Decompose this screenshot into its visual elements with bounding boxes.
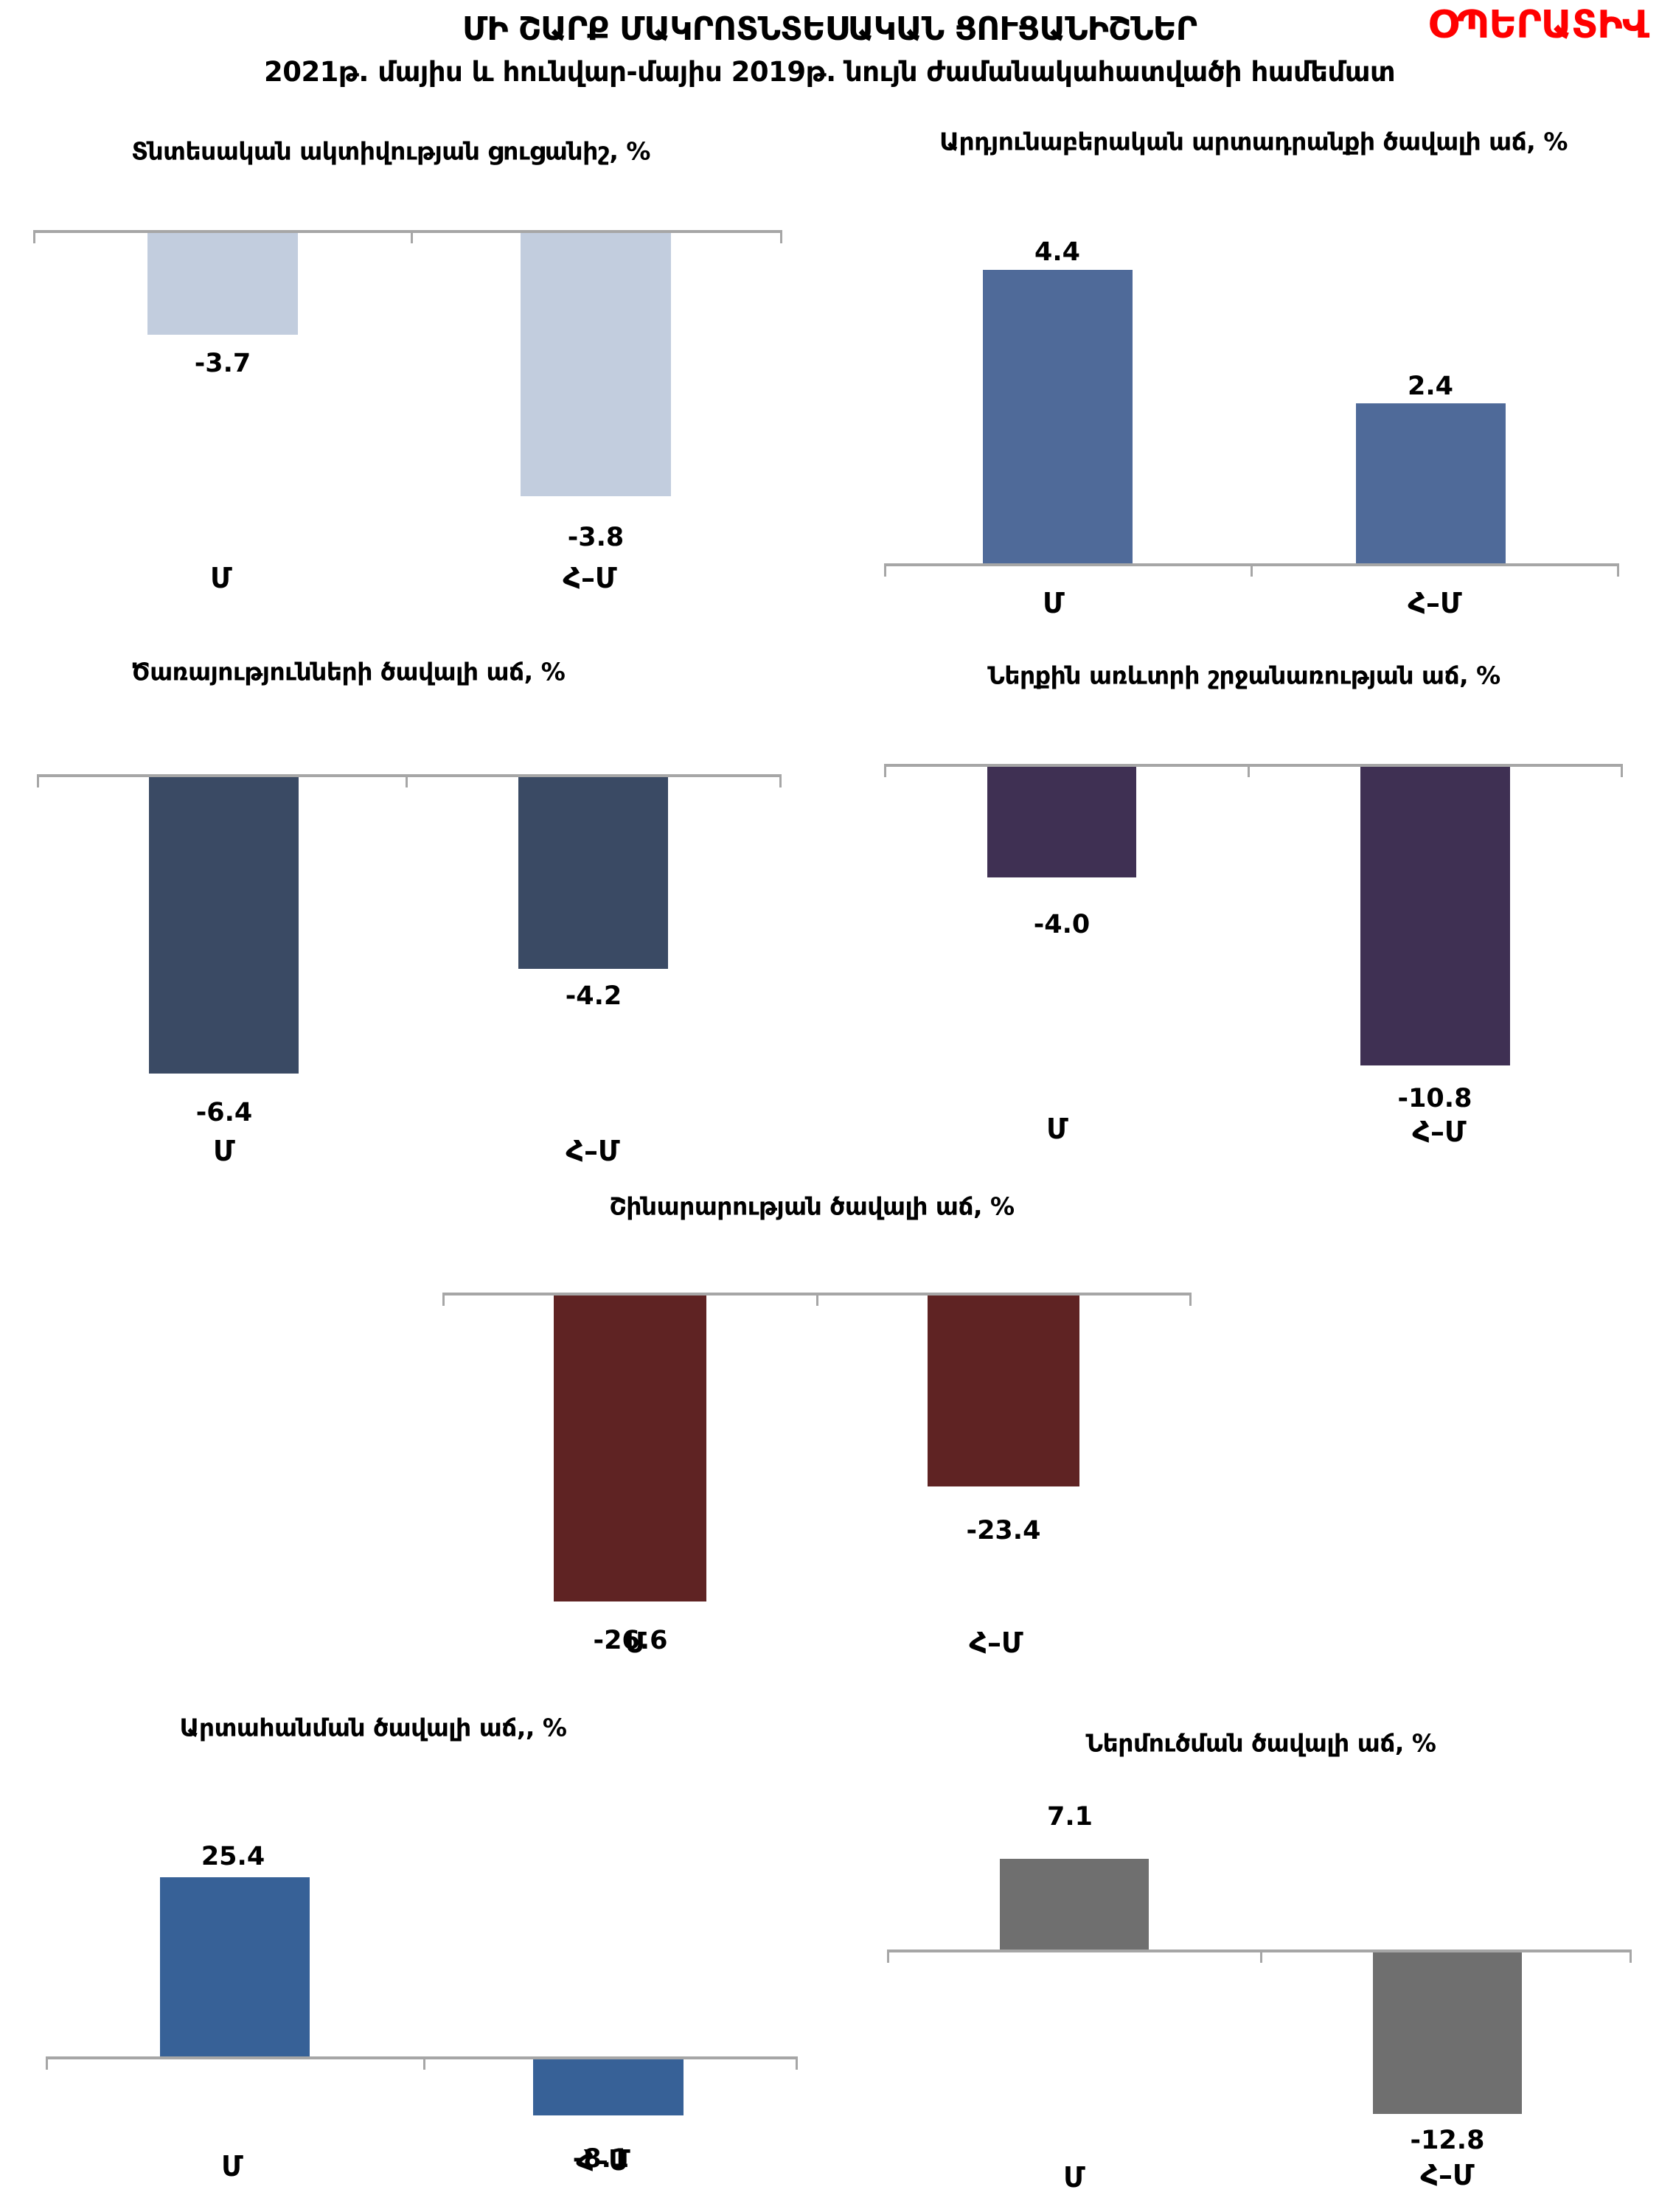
value-label: -26.6 (593, 1626, 668, 1655)
chart-title: Ծառայությունների ծավալի աճ, % (131, 657, 566, 686)
axis-tick (442, 1293, 445, 1306)
bar-cumulative (928, 1295, 1079, 1486)
x-axis (46, 2056, 796, 2059)
axis-tick (37, 774, 39, 787)
category-label: Հ–Մ (969, 1627, 1023, 1659)
axis-tick (884, 563, 886, 577)
value-label: -3.7 (194, 349, 251, 378)
bar-cumulative (1356, 403, 1506, 563)
axis-tick (796, 2056, 798, 2070)
chart-imports-volume: Ներմուծման ծավալի աճ, % 7.1 Մ -12.8 Հ–Մ (870, 1703, 1644, 2212)
axis-tick (33, 230, 35, 243)
axis-tick (1621, 764, 1623, 777)
chart-economic-activity-index: Տնտեսական ակտիվության ցուցանիշ, % -3.7 Մ -… (22, 125, 811, 634)
category-label: Մ (1046, 1113, 1068, 1145)
chart-title: Արդյունաբերական արտադրանքի ծավալի աճ, % (939, 127, 1568, 156)
axis-tick (1251, 563, 1253, 577)
category-label: Մ (213, 1135, 235, 1167)
category-label: Մ (1043, 587, 1065, 619)
x-axis (888, 1950, 1630, 1952)
chart-title: Ներքին առևտրի շրջանառության աճ, % (987, 661, 1500, 690)
value-label: -3.8 (567, 523, 625, 552)
value-label: 4.4 (1034, 237, 1081, 267)
bar-cumulative (518, 777, 668, 969)
bar-cumulative (521, 233, 671, 496)
axis-tick (887, 1950, 889, 1963)
bar-cumulative (1373, 1952, 1522, 2114)
bar-cumulative (1360, 767, 1510, 1065)
category-label: Մ (221, 2150, 243, 2183)
chart-title: Արտահանման ծավալի աճ,, % (179, 1713, 567, 1742)
axis-tick (779, 774, 782, 787)
category-label: Մ (1063, 2161, 1085, 2194)
chart-services-volume: Ծառայությունների ծավալի աճ, % -6.4 Մ -4.2 Հ… (22, 649, 811, 1194)
value-label: -4.2 (565, 981, 622, 1011)
x-axis (34, 230, 781, 233)
page-title: ՄԻ ՇԱՐՔ ՄԱԿՐՈՏՆՏԵՍԱԿԱՆ ՑՈՒՑԱՆԻՇՆԵՐ (462, 10, 1197, 48)
chart-industrial-output: Արդյունաբերական արտադրանքի ծավալի աճ, % … (870, 125, 1644, 634)
value-label: -10.8 (1397, 1084, 1472, 1113)
value-label: -23.4 (966, 1516, 1041, 1545)
value-label: -8.1 (572, 2144, 630, 2174)
chart-exports-volume: Արտահանման ծավալի աճ,, % 25.4 Մ -8.1 Հ–Մ (22, 1703, 811, 2205)
category-label: Հ–Մ (1412, 1116, 1467, 1148)
value-label: 7.1 (1046, 1802, 1093, 1832)
category-label: Հ–Մ (1408, 587, 1462, 619)
category-label: Հ–Մ (576, 2144, 630, 2177)
bar-month (160, 1877, 310, 2056)
bar-month (147, 233, 298, 335)
axis-tick (816, 1293, 818, 1306)
axis-tick (1248, 764, 1250, 777)
value-label: 2.4 (1407, 372, 1454, 401)
chart-construction-volume: Շինարարության ծավալի աճ, % -26.6 Մ -23.4 Հ–… (413, 1180, 1246, 1703)
axis-tick (780, 230, 782, 243)
category-label: Մ (625, 1627, 647, 1659)
chart-title: Ներմուծման ծավալի աճ, % (1085, 1728, 1436, 1758)
category-label: Հ–Մ (563, 562, 617, 594)
operative-badge: ՕՊԵՐԱՏԻՎ (1427, 3, 1649, 47)
axis-tick (1260, 1950, 1262, 1963)
chart-domestic-trade-turnover: Ներքին առևտրի շրջանառության աճ, % -4.0 Մ -… (870, 649, 1644, 1194)
chart-title: Շինարարության ծավալի աճ, % (609, 1192, 1015, 1221)
axis-tick (1189, 1293, 1192, 1306)
chart-title: Տնտեսական ակտիվության ցուցանիշ, % (131, 136, 650, 166)
axis-tick (1617, 563, 1619, 577)
bar-month (983, 270, 1133, 563)
bar-month (1000, 1859, 1149, 1950)
x-axis (885, 764, 1621, 767)
axis-tick (406, 774, 408, 787)
page-subtitle: 2021թ. մայիս և հունվար-մայիս 2019թ. նույ… (263, 56, 1396, 88)
bar-month (554, 1295, 706, 1601)
bar-month (987, 767, 1136, 877)
x-axis (38, 774, 780, 777)
axis-tick (884, 764, 886, 777)
value-label: -12.8 (1410, 2126, 1485, 2155)
category-label: Մ (210, 562, 232, 594)
axis-tick (46, 2056, 48, 2070)
axis-tick (411, 230, 413, 243)
axis-tick (423, 2056, 425, 2070)
category-label: Հ–Մ (566, 1135, 620, 1167)
bar-month (149, 777, 299, 1074)
category-label: Հ–Մ (1420, 2159, 1475, 2191)
value-label: -6.4 (195, 1098, 253, 1127)
value-label: -4.0 (1033, 910, 1091, 939)
value-label: 25.4 (201, 1842, 265, 1871)
axis-tick (1630, 1950, 1632, 1963)
bar-cumulative (533, 2059, 684, 2115)
